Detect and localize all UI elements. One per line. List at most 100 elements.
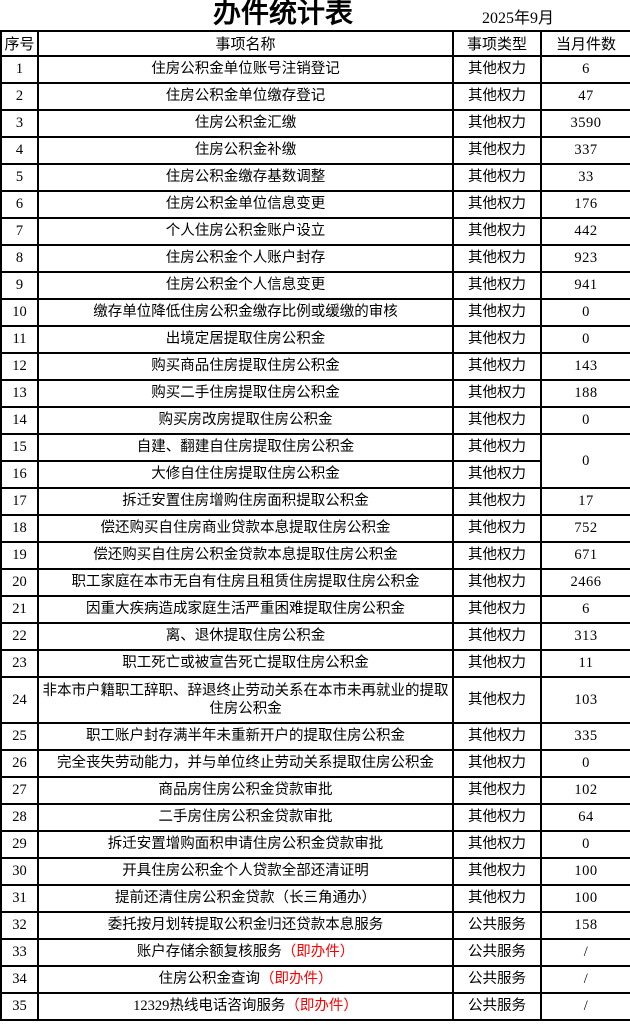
item-type-cell: 其他权力 — [452, 298, 542, 327]
item-name-cell: 缴存单位降低住房公积金缴存比例或缓缴的审核 — [37, 298, 454, 327]
item-name-text: 住房公积金个人账户封存 — [165, 250, 326, 267]
month-count-cell: 100 — [540, 884, 630, 913]
item-name-text: 缴存单位降低住房公积金缴存比例或缓缴的审核 — [93, 304, 398, 321]
table-row: 21 因重大疾病造成家庭生活严重困难提取住房公积金 其他权力 6 — [0, 595, 630, 624]
report-date: 2025年9月 — [482, 10, 555, 27]
table-row: 20 职工家庭在本市无自有住房且租赁住房提取住房公积金 其他权力 2466 — [0, 568, 630, 597]
statistics-table: 序号 事项名称 事项类型 当月件数 1 住房公积金单位账号注销登记 其他权力 6 2 住房… — [0, 30, 630, 1021]
item-name-cell: 因重大疾病造成家庭生活严重困难提取住房公积金 — [37, 595, 454, 624]
item-name-cell: 委托按月划转提取公积金归还贷款本息服务 — [37, 911, 454, 940]
table-row: 4 住房公积金补缴 其他权力 337 — [0, 136, 630, 165]
item-type-cell: 其他权力 — [452, 136, 542, 165]
item-name-text: 购买房改房提取住房公积金 — [158, 412, 333, 429]
item-type-cell: 其他权力 — [452, 325, 542, 354]
month-count-cell: / — [540, 938, 630, 967]
item-name-text: 职工账户封存满半年未重新开户的提取住房公积金 — [86, 728, 405, 745]
row-number-cell: 11 — [0, 325, 39, 354]
table-row: 1 住房公积金单位账号注销登记 其他权力 6 — [0, 55, 630, 84]
row-number-cell: 3 — [0, 109, 39, 138]
month-count-cell: 102 — [540, 776, 630, 805]
table-row: 14 购买房改房提取住房公积金 其他权力 0 — [0, 406, 630, 435]
month-count-cell: 6 — [540, 595, 630, 624]
item-name-text: 偿还购买自住房公积金贷款本息提取住房公积金 — [93, 547, 398, 564]
table-row: 6 住房公积金单位信息变更 其他权力 176 — [0, 190, 630, 219]
item-name-cell: 拆迁安置增购面积申请住房公积金贷款审批 — [37, 830, 454, 859]
month-count-cell: 103 — [540, 676, 630, 724]
item-name-text: 个人住房公积金账户设立 — [165, 223, 326, 240]
item-name-cell: 购买二手住房提取住房公积金 — [37, 379, 454, 408]
month-count-cell: 313 — [540, 622, 630, 651]
item-name-cell: 住房公积金个人信息变更 — [37, 271, 454, 300]
item-name-text: 住房公积金单位信息变更 — [165, 196, 326, 213]
item-name-cell: 非本市户籍职工辞职、辞退终止劳动关系在本市未再就业的提取住房公积金 — [37, 676, 454, 724]
table-row: 29 拆迁安置增购面积申请住房公积金贷款审批 其他权力 0 — [0, 830, 630, 859]
item-name-text: 住房公积金缴存基数调整 — [165, 169, 326, 186]
item-name-text: 完全丧失劳动能力，并与单位终止劳动关系提取住房公积金 — [57, 755, 434, 772]
item-type-cell: 其他权力 — [452, 433, 542, 462]
row-number-cell: 24 — [0, 676, 39, 724]
item-type-cell: 其他权力 — [452, 406, 542, 435]
item-type-cell: 其他权力 — [452, 595, 542, 624]
item-type-cell: 其他权力 — [452, 749, 542, 778]
item-name-text: 住房公积金单位账号注销登记 — [151, 61, 340, 78]
row-number-cell: 8 — [0, 244, 39, 273]
table-row: 35 12329热线电话咨询服务（即办件） 公共服务 / — [0, 992, 630, 1021]
item-name-highlight: （即办件） — [285, 998, 358, 1015]
table-row: 30 开具住房公积金个人贷款全部还清证明 其他权力 100 — [0, 857, 630, 886]
row-number-cell: 27 — [0, 776, 39, 805]
table-row: 31 提前还清住房公积金贷款（长三角通办） 其他权力 100 — [0, 884, 630, 913]
item-name-text: 住房公积金补缴 — [194, 142, 297, 159]
item-name-cell: 大修自住住房提取住房公积金 — [37, 460, 454, 489]
table-row: 17 拆迁安置住房增购住房面积提取公积金 其他权力 17 — [0, 487, 630, 516]
item-name-cell: 住房公积金缴存基数调整 — [37, 163, 454, 192]
row-number-cell: 17 — [0, 487, 39, 516]
item-name-text: 因重大疾病造成家庭生活严重困难提取住房公积金 — [86, 601, 405, 618]
row-number-cell: 32 — [0, 911, 39, 940]
item-type-cell: 其他权力 — [452, 803, 542, 832]
table-row: 16 大修自住住房提取住房公积金 其他权力 — [0, 460, 630, 489]
month-count-cell: / — [540, 965, 630, 994]
item-type-cell: 其他权力 — [452, 460, 542, 489]
item-name-cell: 职工死亡或被宣告死亡提取住房公积金 — [37, 649, 454, 678]
item-name-cell: 提前还清住房公积金贷款（长三角通办） — [37, 884, 454, 913]
item-type-cell: 其他权力 — [452, 379, 542, 408]
table-row: 10 缴存单位降低住房公积金缴存比例或缓缴的审核 其他权力 0 — [0, 298, 630, 327]
month-count-cell: 158 — [540, 911, 630, 940]
item-name-cell: 住房公积金查询（即办件） — [37, 965, 454, 994]
month-count-cell: 100 — [540, 857, 630, 886]
row-number-cell: 28 — [0, 803, 39, 832]
month-count-cell: 0 — [540, 749, 630, 778]
month-count-cell: 2466 — [540, 568, 630, 597]
item-type-cell: 其他权力 — [452, 271, 542, 300]
month-count-cell: 17 — [540, 487, 630, 516]
row-number-cell: 35 — [0, 992, 39, 1021]
month-count-cell: 11 — [540, 649, 630, 678]
column-header-item-name: 事项名称 — [37, 30, 454, 57]
item-name-highlight: （即办件） — [260, 971, 333, 988]
row-number-cell: 23 — [0, 649, 39, 678]
month-count-cell: 335 — [540, 722, 630, 751]
item-type-cell: 其他权力 — [452, 190, 542, 219]
item-type-cell: 其他权力 — [452, 55, 542, 84]
item-type-cell: 其他权力 — [452, 487, 542, 516]
item-name-cell: 偿还购买自住房商业贷款本息提取住房公积金 — [37, 514, 454, 543]
month-count-cell: 671 — [540, 541, 630, 570]
month-count-cell: 3590 — [540, 109, 630, 138]
item-name-cell: 拆迁安置住房增购住房面积提取公积金 — [37, 487, 454, 516]
table-body: 1 住房公积金单位账号注销登记 其他权力 6 2 住房公积金单位缴存登记 其他权力 47 3 住房… — [0, 55, 630, 1021]
item-name-cell: 住房公积金单位信息变更 — [37, 190, 454, 219]
item-name-text: 拆迁安置住房增购住房面积提取公积金 — [122, 493, 369, 510]
item-type-cell: 其他权力 — [452, 541, 542, 570]
table-row: 19 偿还购买自住房公积金贷款本息提取住房公积金 其他权力 671 — [0, 541, 630, 570]
table-row: 18 偿还购买自住房商业贷款本息提取住房公积金 其他权力 752 — [0, 514, 630, 543]
month-count-cell: 188 — [540, 379, 630, 408]
item-name-cell: 开具住房公积金个人贷款全部还清证明 — [37, 857, 454, 886]
item-type-cell: 其他权力 — [452, 830, 542, 859]
item-name-text: 自建、翻建自住房提取住房公积金 — [136, 439, 355, 456]
item-name-text: 出境定居提取住房公积金 — [165, 331, 326, 348]
row-number-cell: 6 — [0, 190, 39, 219]
item-name-cell: 账户存储余额复核服务（即办件） — [37, 938, 454, 967]
table-row: 32 委托按月划转提取公积金归还贷款本息服务 公共服务 158 — [0, 911, 630, 940]
table-row: 3 住房公积金汇缴 其他权力 3590 — [0, 109, 630, 138]
row-number-cell: 26 — [0, 749, 39, 778]
